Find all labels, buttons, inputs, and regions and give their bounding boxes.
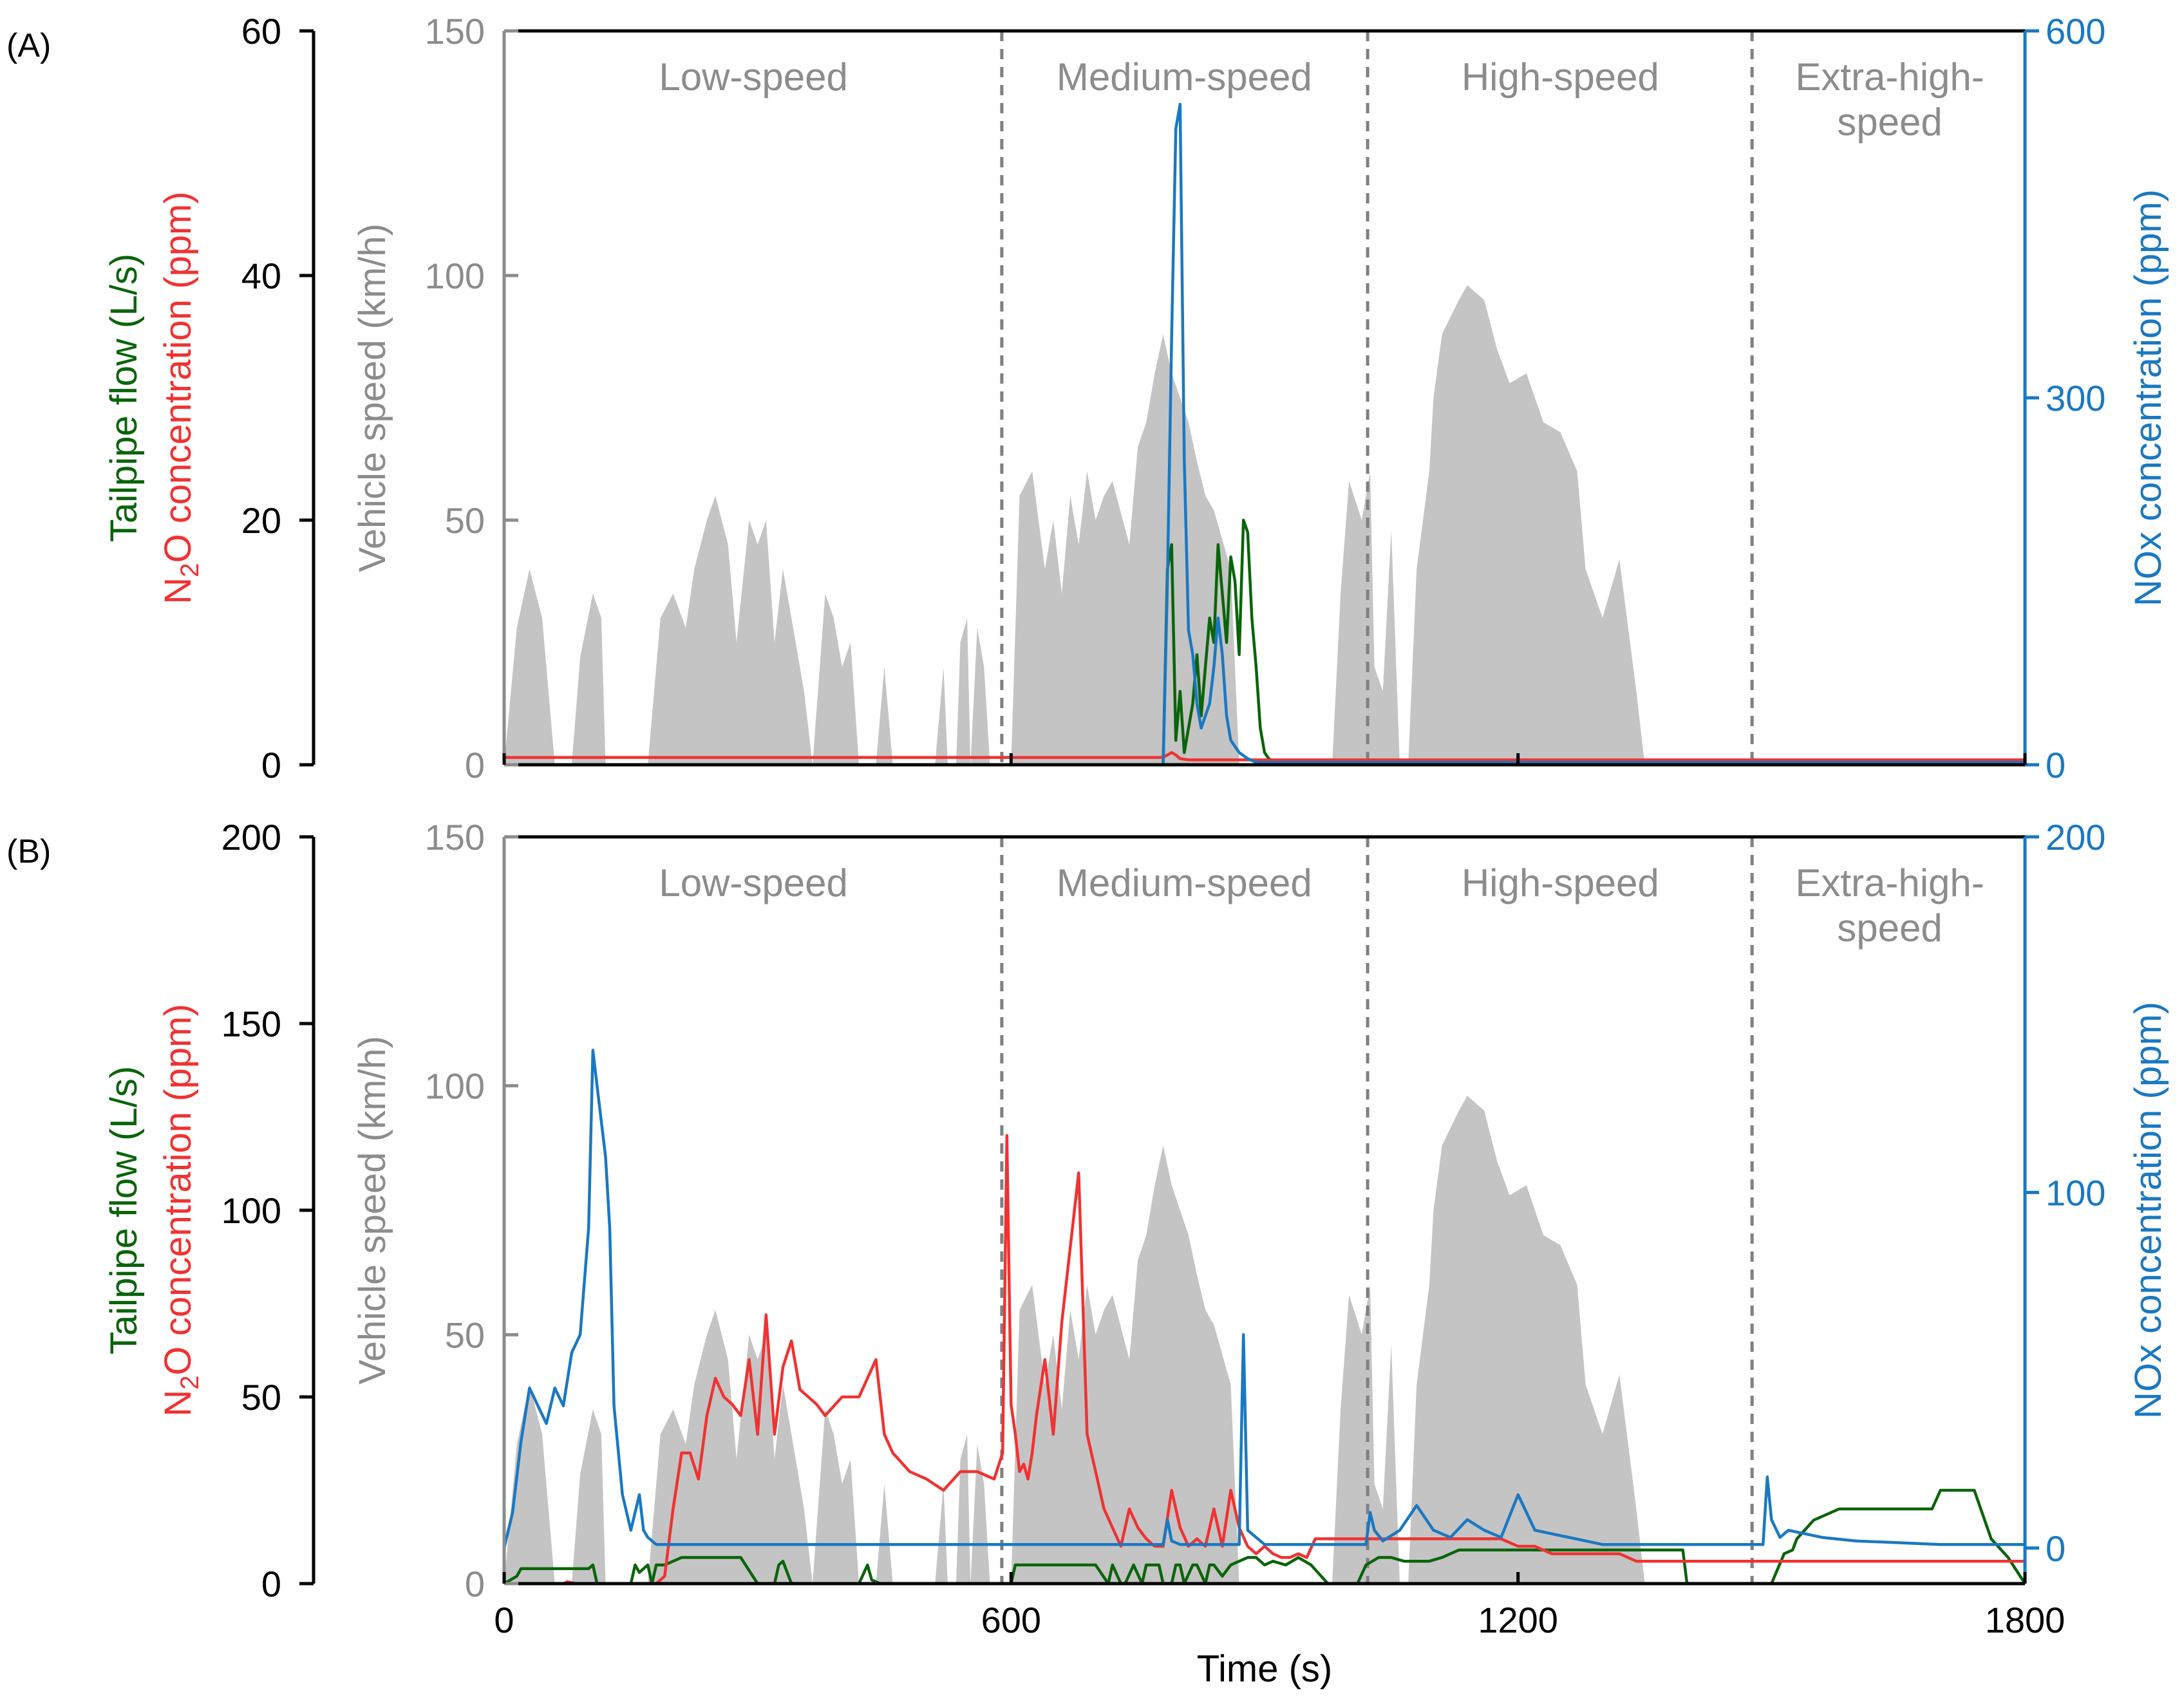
left-tick-label: 100: [221, 1190, 281, 1231]
vehicle-speed-area: [504, 1096, 2025, 1584]
phase-label: Extra-high-: [1795, 55, 1984, 98]
phase-label: High-speed: [1462, 55, 1659, 98]
speed-tick-label: 150: [425, 11, 485, 51]
phase-label: Medium-speed: [1057, 861, 1312, 904]
left-tick-label: 60: [241, 11, 281, 51]
phase-label: speed: [1837, 100, 1942, 144]
x-tick-label: 1200: [1478, 1600, 1558, 1640]
right-tick-label: 600: [2046, 11, 2105, 51]
nox-line: [502, 1049, 2025, 1549]
phase-label: Medium-speed: [1057, 55, 1312, 98]
right-tick-label: 200: [2046, 817, 2105, 857]
panel-a: (A) Low-speed Medium-speed High-speed Extra-…: [6, 11, 2169, 785]
phase-label: High-speed: [1462, 861, 1659, 904]
right-tick-label: 0: [2046, 745, 2066, 785]
right-tick-label: 300: [2046, 378, 2105, 418]
x-tick-label: 600: [981, 1600, 1041, 1640]
panel-label: (A): [6, 27, 51, 64]
left-tick-label: 150: [221, 1004, 281, 1044]
left-tick-label: 200: [221, 817, 281, 857]
left-tick-label: 0: [261, 745, 281, 785]
speed-axis-title: Vehicle speed (km/h): [352, 1036, 393, 1385]
phase-label: speed: [1837, 906, 1942, 950]
flow-axis-title: Tailpipe flow (L/s): [103, 1066, 145, 1354]
nox-axis-title: NOx concentration (ppm): [2127, 189, 2169, 606]
x-tick-label: 1800: [1985, 1600, 2066, 1640]
left-tick-label: 20: [241, 500, 281, 541]
speed-axis-title: Vehicle speed (km/h): [352, 223, 393, 572]
speed-tick-label: 0: [465, 745, 485, 785]
left-tick-label: 40: [241, 256, 281, 296]
speed-tick-label: 50: [445, 1315, 485, 1355]
nox-axis-title: NOx concentration (ppm): [2127, 1002, 2169, 1419]
nox-line: [504, 102, 2025, 767]
flow-axis-title: Tailpipe flow (L/s): [103, 254, 145, 542]
speed-tick-label: 100: [425, 1066, 485, 1107]
vehicle-speed-area: [504, 285, 2025, 765]
panel-label: (B): [6, 833, 51, 870]
x-axis-title: Time (s): [1197, 1648, 1332, 1690]
tailpipe-flow-line: [504, 518, 2025, 767]
phase-label: Low-speed: [659, 55, 848, 98]
right-tick-label: 0: [2046, 1528, 2066, 1569]
speed-tick-label: 150: [425, 817, 485, 857]
x-tick-label: 0: [494, 1600, 514, 1640]
speed-tick-label: 50: [445, 500, 485, 541]
phase-label: Extra-high-: [1795, 861, 1984, 904]
panel-b: (B) Low-speed Medium-speed High-speed Extra-…: [6, 817, 2169, 1640]
right-tick-label: 100: [2046, 1172, 2105, 1213]
phase-label: Low-speed: [659, 861, 848, 904]
n2o-axis-title: N2O concentration (ppm): [157, 191, 204, 604]
n2o-axis-title: N2O concentration (ppm): [157, 1004, 204, 1416]
left-tick-label: 50: [241, 1377, 281, 1418]
left-tick-label: 0: [261, 1564, 281, 1604]
speed-tick-label: 100: [425, 256, 485, 296]
speed-tick-label: 0: [465, 1564, 485, 1604]
